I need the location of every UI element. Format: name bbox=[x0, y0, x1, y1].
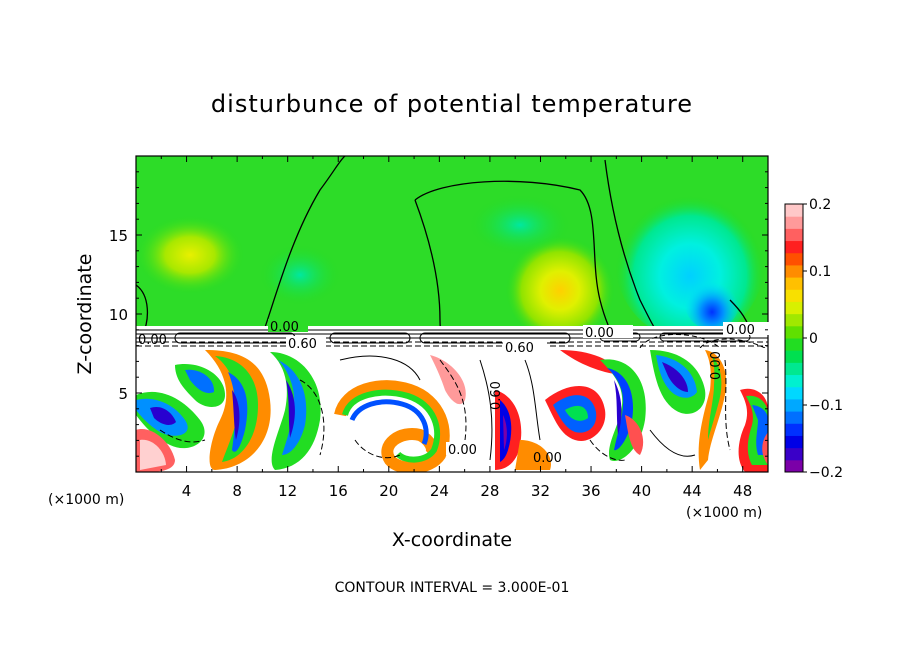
contour-labels: 0.00 0.00 0.00 0.00 0.60 0.60 0.60 0.00 … bbox=[138, 319, 769, 466]
colorbar-swatch bbox=[785, 252, 803, 266]
x-axis-label: X-coordinate bbox=[392, 529, 512, 551]
colorbar-swatch bbox=[785, 216, 803, 229]
contour-label: 0.00 bbox=[533, 451, 562, 466]
blue-anomaly-right bbox=[684, 270, 740, 330]
colorbar-swatch bbox=[785, 435, 803, 449]
x-tick-label: 20 bbox=[379, 482, 398, 500]
x-tick-label: 12 bbox=[278, 482, 297, 500]
colorbar-swatch bbox=[785, 362, 803, 376]
yellow-anomaly-left bbox=[136, 215, 245, 295]
transition-band bbox=[136, 326, 768, 348]
colorbar-swatch bbox=[785, 277, 803, 290]
x-tick-label: 28 bbox=[480, 482, 499, 500]
y-tick-label: 5 bbox=[118, 385, 128, 403]
teal-anomaly bbox=[470, 195, 570, 255]
contour-label: 0.00 bbox=[138, 333, 167, 348]
colorbar-label: −0.1 bbox=[809, 398, 843, 414]
colorbar-swatch bbox=[785, 338, 803, 351]
colorbar-swatch bbox=[785, 374, 803, 388]
transition-contours bbox=[136, 329, 768, 349]
colorbar-swatch bbox=[785, 240, 803, 254]
colorbar-swatch bbox=[785, 313, 803, 327]
contour-label: 0.60 bbox=[505, 341, 534, 356]
colorbar-swatch bbox=[785, 301, 803, 315]
x-tick-label: 44 bbox=[683, 482, 702, 500]
x-tick-label: 48 bbox=[733, 482, 752, 500]
x-unit-label: (×1000 m) bbox=[686, 505, 762, 521]
contour-label: 0.00 bbox=[709, 351, 724, 380]
contour-label: 0.60 bbox=[288, 337, 317, 352]
colorbar-swatch bbox=[785, 386, 803, 400]
x-tick-label: 8 bbox=[232, 482, 242, 500]
colorbar-swatch bbox=[785, 289, 803, 302]
colorbar-label: 0.2 bbox=[809, 197, 831, 213]
x-tick-label: 36 bbox=[581, 482, 600, 500]
colorbar-swatch bbox=[785, 411, 803, 424]
colorbar-swatch bbox=[785, 264, 803, 278]
contour-line bbox=[414, 180, 615, 337]
colorbar-swatch bbox=[785, 423, 803, 436]
x-tick-label: 40 bbox=[632, 482, 651, 500]
yellow-anomaly-center bbox=[505, 230, 615, 340]
colorbar-swatch bbox=[785, 325, 803, 339]
y-tick-label: 10 bbox=[109, 306, 128, 324]
contour-label: 0.00 bbox=[270, 320, 299, 335]
lower-anomalies bbox=[136, 350, 768, 472]
teal-anomaly-left bbox=[260, 245, 340, 305]
contour-label: 0.00 bbox=[726, 323, 755, 338]
contour-label: 0.00 bbox=[585, 326, 614, 341]
contour-line bbox=[261, 156, 346, 337]
x-tick-label: 4 bbox=[182, 482, 192, 500]
colorbar-swatch bbox=[785, 447, 803, 461]
x-tick-label: 24 bbox=[430, 482, 449, 500]
colorbar-swatch bbox=[785, 204, 803, 217]
contour-label: 0.00 bbox=[448, 443, 477, 458]
colorbar-swatch bbox=[785, 228, 803, 242]
contour-interval-text: CONTOUR INTERVAL = 3.000E-01 bbox=[335, 580, 570, 596]
x-tick-label: 16 bbox=[329, 482, 348, 500]
colorbar-label: −0.2 bbox=[809, 465, 843, 481]
colorbar-swatch bbox=[785, 398, 803, 412]
contour-label: 0.60 bbox=[489, 381, 504, 410]
x-axis: 4 8 12 16 20 24 28 32 36 40 44 48 bbox=[160, 156, 752, 500]
y-axis-label: Z-coordinate bbox=[74, 254, 96, 375]
colorbar-labels: 0.2 0.1 0 −0.1 −0.2 bbox=[803, 197, 843, 481]
colorbar-label: 0.1 bbox=[809, 264, 831, 280]
plot-area bbox=[136, 156, 768, 472]
colorbar-swatch bbox=[785, 350, 803, 363]
lower-contours bbox=[159, 355, 731, 461]
colorbar-label: 0 bbox=[809, 331, 818, 347]
y-unit-label: (×1000 m) bbox=[48, 492, 124, 508]
x-tick-label: 32 bbox=[531, 482, 550, 500]
chart-title: disturbunce of potential temperature bbox=[211, 90, 693, 118]
colorbar bbox=[785, 204, 803, 473]
y-tick-label: 15 bbox=[109, 227, 128, 245]
y-axis: 5 10 15 bbox=[109, 171, 768, 457]
colorbar-swatch bbox=[785, 459, 803, 473]
